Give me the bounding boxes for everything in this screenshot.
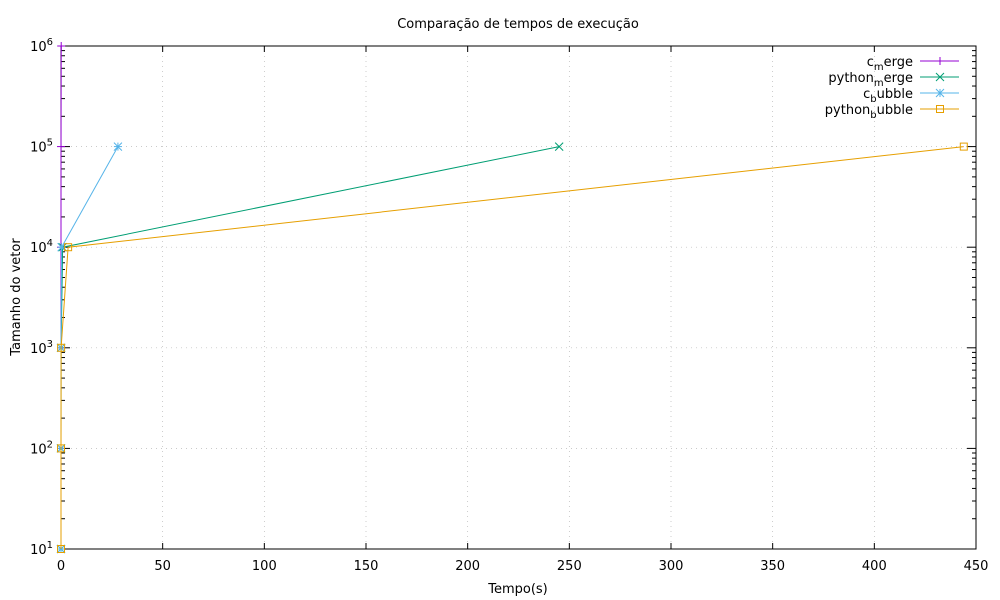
legend-label-python_bubble: pythonbubble [825,103,913,121]
y-tick-exponent: 6 [47,37,53,48]
data-point-c_merge [57,42,66,50]
legend-label-sub: b [870,110,876,121]
legend-label-python_merge: pythonmerge [828,71,913,89]
x-tick-label: 350 [760,559,785,574]
x-tick-label: 200 [455,559,480,574]
legend-label-main: c [863,87,870,102]
y-axis-label: Tamanho do vetor [9,238,24,357]
legend-label-rest: erge [884,55,913,70]
y-tick-exponent: 3 [47,339,53,350]
legend-label-c_bubble: cbubble [863,87,913,105]
y-tick-exponent: 1 [47,540,53,551]
y-tick-label: 106 [30,37,53,55]
y-tick-base: 10 [30,342,47,357]
data-point-python_bubble-box [64,243,73,252]
data-point-python_bubble-box [57,545,65,553]
y-tick-exponent: 2 [47,439,53,450]
y-tick-exponent: 5 [47,138,53,149]
data-point-python_bubble [57,545,65,553]
y-tick-exponent: 4 [47,238,53,249]
data-point-python_bubble [57,343,66,352]
data-point-python_bubble [64,243,73,252]
series-layer [56,42,968,554]
y-tick-base: 10 [30,442,47,457]
legend-label-rest: ubble [877,87,913,102]
x-tick-label: 0 [57,559,65,574]
data-point-python_bubble [57,444,65,453]
legend-label-sub: m [874,62,884,73]
x-tick-label: 250 [557,559,582,574]
data-point-c_merge [57,142,66,151]
legend-marker-c_bubble [935,88,945,98]
legend-marker-python_merge [935,72,945,82]
legend-marker-python_bubble [936,105,944,113]
series-line-python_bubble [60,146,964,549]
y-tick-label: 103 [30,339,53,357]
data-point-python_merge-d2 [554,142,564,151]
legend-marker-c_merge [936,57,944,65]
y-tick-label: 102 [30,439,53,457]
chart-title: Comparação de tempos de execução [397,17,639,32]
data-point-python_merge [554,142,564,151]
legend-label-sub: b [870,94,876,105]
y-tick-label: 101 [30,540,53,558]
data-point-python_bubble-box [959,142,968,151]
legend-marker-c_bubble-d2 [935,88,945,98]
legend-label-main: python [825,103,870,118]
plot-border [60,45,977,550]
y-tick-label: 104 [30,238,53,256]
legend-marker-python_bubble-box [936,105,944,113]
x-tick-label: 150 [354,559,379,574]
x-tick-label: 100 [252,559,277,574]
y-tick-base: 10 [30,543,47,558]
x-tick-label: 450 [964,559,989,574]
legend-label-sub: m [874,78,884,89]
x-tick-label: 300 [659,559,684,574]
y-tick-label: 105 [30,138,53,156]
data-point-python_bubble [959,142,968,151]
data-point-c_bubble-d2 [113,142,123,151]
data-point-python_bubble-box [57,444,65,453]
legend-label-main: python [828,71,873,86]
legend-marker-python_merge-d2 [935,72,945,82]
legend-label-main: c [867,55,874,70]
legend-label-rest: ubble [877,103,913,118]
axis-layer: 0 50 100 150 200 250 300 350 400 4501011021031041… [30,37,988,574]
data-point-c_bubble [113,142,123,151]
y-tick-base: 10 [30,40,47,55]
x-axis-label: Tempo(s) [487,582,548,597]
legend-label-c_merge: cmerge [867,55,913,73]
data-point-python_bubble-box [57,343,66,352]
y-tick-base: 10 [30,141,47,156]
grid-layer [61,46,976,549]
series-line-python_merge [60,146,560,549]
legend-label-rest: erge [884,71,913,86]
x-tick-label: 400 [862,559,887,574]
x-tick-label: 50 [154,559,171,574]
y-tick-base: 10 [30,241,47,256]
